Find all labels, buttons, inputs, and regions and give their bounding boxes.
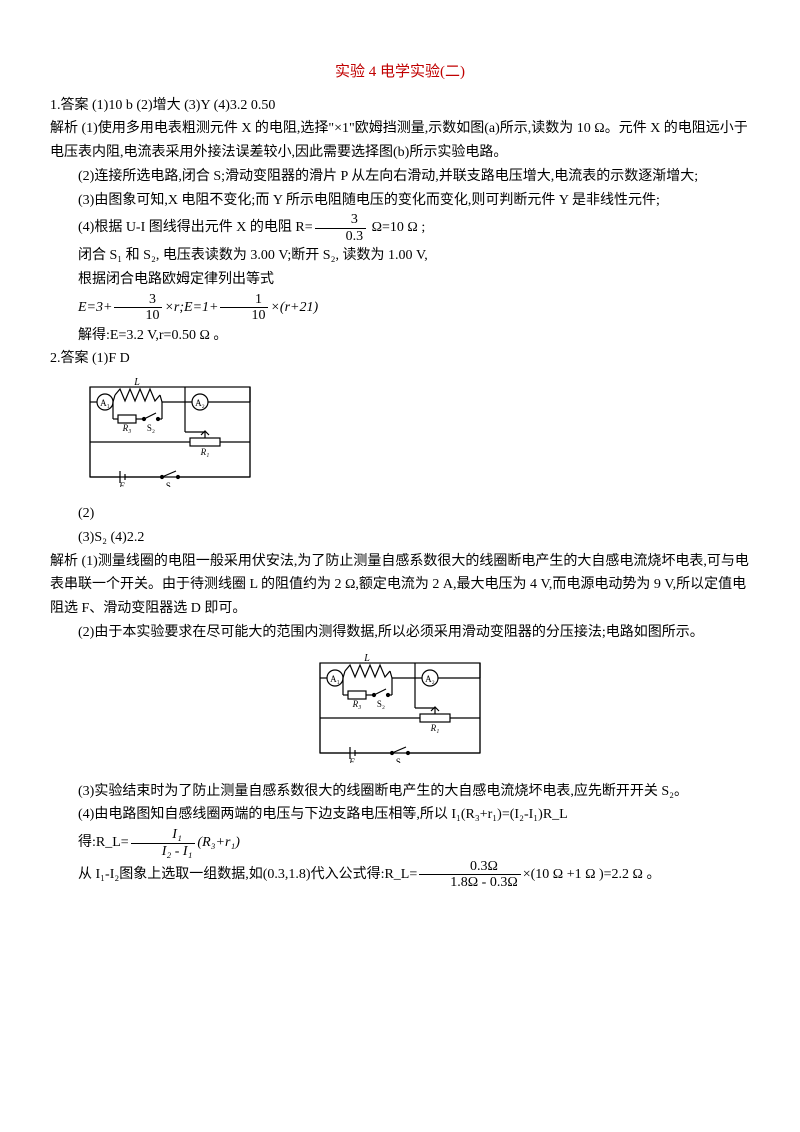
svg-text:R₁: R₁ [430, 723, 440, 733]
svg-text:A₂: A₂ [195, 398, 205, 408]
svg-text:S₁: S₁ [166, 481, 174, 487]
svg-text:R₃: R₃ [122, 423, 132, 433]
q1-analysis-3: (3)由图象可知,X 电阻不变化;而 Y 所示电阻随电压的变化而变化,则可判断元… [50, 189, 750, 213]
q1-equation: E=3+310×r;E=1+110×(r+21) [50, 292, 750, 324]
svg-text:A₁: A₁ [100, 398, 110, 408]
q1-analysis-1: 解析 (1)使用多用电表粗测元件 X 的电阻,选择"×1"欧姆挡测量,示数如图(… [50, 117, 750, 165]
q2-final: 从 I₁-I₂图象上选取一组数据,如(0.3,1.8)代入公式得:R_L=0.3… [50, 859, 750, 891]
svg-text:A₂: A₂ [425, 674, 435, 684]
q2-analysis-3: (3)实验结束时为了防止测量自感系数很大的线圈断电产生的大自感电流烧坏电表,应先… [50, 780, 750, 804]
q2-analysis-2: (2)由于本实验要求在尽可能大的范围内测得数据,所以必须采用滑动变阻器的分压接法… [50, 621, 750, 645]
q2-answer-3: (3)S₂ (4)2.2 [50, 526, 750, 550]
q1-solve: 解得:E=3.2 V,r=0.50 Ω 。 [50, 324, 750, 348]
q1-analysis-4b: 闭合 S₁ 和 S₂, 电压表读数为 3.00 V;断开 S₂, 读数为 1.0… [50, 244, 750, 268]
q2-answer-1: 2.答案 (1)F D [50, 347, 750, 371]
circuit-diagram-2: A₁ L A₂ R₃ S₂ R₁ E [50, 653, 750, 772]
svg-text:S₂: S₂ [147, 423, 155, 433]
svg-text:L: L [363, 653, 370, 664]
circuit-diagram-1: A₁ L A₂ R₃ S₂ R₁ [80, 377, 750, 496]
svg-text:S₂: S₂ [377, 699, 385, 709]
svg-text:E: E [118, 481, 125, 487]
q1-analysis-4: (4)根据 U-I 图线得出元件 X 的电阻 R=30.3 Ω=10 Ω ; [50, 212, 750, 244]
svg-text:S₁: S₁ [396, 757, 404, 763]
svg-text:A₁: A₁ [330, 674, 340, 684]
svg-text:R₁: R₁ [200, 447, 210, 457]
q2-get: 得:R_L=I₁I₂ - I₁(R₃+r₁) [50, 827, 750, 859]
svg-text:R₃: R₃ [352, 699, 362, 709]
page-title: 实验 4 电学实验(二) [50, 60, 750, 86]
q1-analysis-2: (2)连接所选电路,闭合 S;滑动变阻器的滑片 P 从左向右滑动,并联支路电压增… [50, 165, 750, 189]
q2-analysis-4: (4)由电路图知自感线圈两端的电压与下边支路电压相等,所以 I₁(R₃+r₁)=… [50, 803, 750, 827]
svg-text:E: E [348, 757, 355, 763]
q1-answer: 1.答案 (1)10 b (2)增大 (3)Y (4)3.2 0.50 [50, 94, 750, 118]
q1-analysis-4c: 根据闭合电路欧姆定律列出等式 [50, 268, 750, 292]
q2-analysis-1: 解析 (1)测量线圈的电阻一般采用伏安法,为了防止测量自感系数很大的线圈断电产生… [50, 550, 750, 621]
svg-text:L: L [133, 377, 140, 388]
q2-answer-2: (2) [50, 502, 750, 526]
